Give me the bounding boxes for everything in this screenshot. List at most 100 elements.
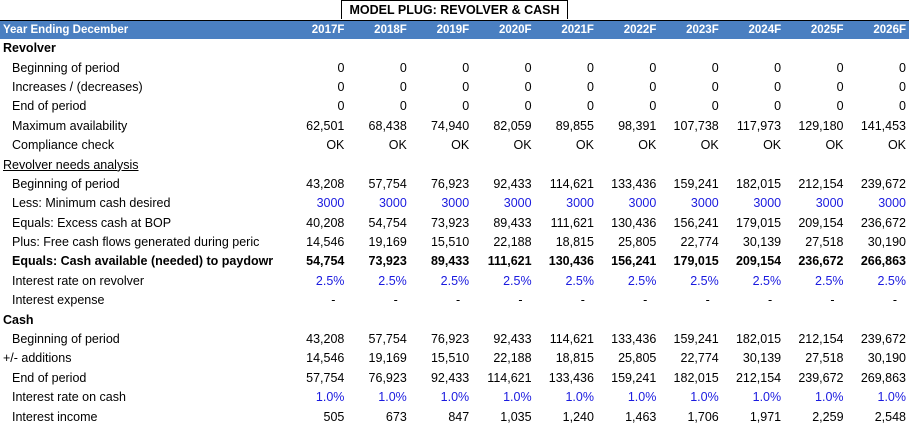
cell-value: 92,433 xyxy=(493,332,532,347)
row-label: Plus: Free cash flows generated during p… xyxy=(12,235,260,250)
cell-value: 22,188 xyxy=(493,351,532,366)
cell-value: 62,501 xyxy=(306,118,345,133)
cell-value: 0 xyxy=(774,79,782,94)
cell-value: 2.5% xyxy=(690,273,719,288)
header-row: Year Ending December 2017F 2018F 2019F 2020… xyxy=(0,20,909,39)
cell-value: OK xyxy=(825,138,844,153)
cell-value: 114,621 xyxy=(549,332,594,347)
cell-value: 212,154 xyxy=(798,176,844,191)
cell-value: 2.5% xyxy=(440,273,470,288)
cell-value: 3000 xyxy=(628,196,657,211)
year-header: 2024F xyxy=(721,20,785,39)
row-label: Interest income xyxy=(12,409,98,424)
cell-value: 89,433 xyxy=(493,215,532,230)
cell-value: 2.5% xyxy=(315,273,345,288)
cell-value: 117,973 xyxy=(736,118,782,133)
cell-value: 266,863 xyxy=(860,254,906,269)
cell-value: 847 xyxy=(448,409,470,424)
cell-value: 0 xyxy=(649,99,657,114)
cell-value: 1.0% xyxy=(627,390,657,405)
cell-value: 1,463 xyxy=(625,409,657,424)
cell-value: OK xyxy=(513,138,532,153)
cell-value: 0 xyxy=(462,60,470,75)
row: Beginning of period 43,208 57,754 76,923 92,… xyxy=(0,175,909,194)
cell-value: 1.0% xyxy=(565,390,594,405)
cell-value: 1.0% xyxy=(690,390,719,405)
cell-value: 0 xyxy=(774,60,782,75)
cell-value: 269,863 xyxy=(860,370,906,385)
cell-value: 27,518 xyxy=(805,235,844,250)
cell-value: 159,241 xyxy=(611,370,657,385)
cell-value: 1,971 xyxy=(749,409,782,424)
cell-value: 156,241 xyxy=(611,254,657,269)
cell-value: 1.0% xyxy=(440,390,470,405)
cell-value: 129,180 xyxy=(798,118,844,133)
cell-value: 3000 xyxy=(878,196,906,211)
row-label: Equals: Cash available (needed) to paydo… xyxy=(12,254,274,269)
cell-value: 0 xyxy=(836,60,844,75)
row: Beginning of period 0 0 0 0 0 0 0 0 0 0 xyxy=(0,58,909,77)
empty-cells xyxy=(285,310,909,329)
cell-value: 2.5% xyxy=(627,273,657,288)
row-label: Equals: Excess cash at BOP xyxy=(12,215,172,230)
year-header: 2019F xyxy=(409,20,473,39)
cell-value: 1.0% xyxy=(503,390,532,405)
cell-value: 182,015 xyxy=(735,176,782,191)
row: Compliance check OK OK OK OK OK OK OK OK OK OK xyxy=(0,136,909,155)
row: Beginning of period 43,208 57,754 76,923 92,… xyxy=(0,330,909,349)
cell-value: 141,453 xyxy=(860,118,906,133)
cell-value: 3000 xyxy=(566,196,594,211)
cell-value: 0 xyxy=(337,79,345,94)
cell-value: 82,059 xyxy=(493,118,532,133)
cell-value: 1,706 xyxy=(687,409,719,424)
cell-value: 130,436 xyxy=(611,215,657,230)
cell-value: 76,923 xyxy=(430,332,470,347)
row-label: Interest rate on revolver xyxy=(12,273,145,288)
cell-value: - xyxy=(830,293,835,308)
cell-value: 2.5% xyxy=(877,273,907,288)
cell-value: 1,240 xyxy=(562,409,594,424)
cell-value: 156,241 xyxy=(673,215,719,230)
cell-value: - xyxy=(518,293,523,308)
cell-value: 0 xyxy=(524,99,532,114)
cell-value: 30,139 xyxy=(742,235,782,250)
cell-value: 212,154 xyxy=(798,332,844,347)
cell-value: 0 xyxy=(899,79,906,94)
cell-value: 3000 xyxy=(690,196,719,211)
cell-value: - xyxy=(580,293,585,308)
cell-value: - xyxy=(331,293,336,308)
cell-value: 25,805 xyxy=(618,235,657,250)
row-label: Beginning of period xyxy=(12,176,120,191)
cell-value: 57,754 xyxy=(368,176,407,191)
row-label: Maximum availability xyxy=(12,118,128,133)
cell-value: 0 xyxy=(399,99,407,114)
cell-value: 182,015 xyxy=(673,370,719,385)
row-label: Compliance check xyxy=(12,138,115,153)
cell-value: - xyxy=(767,293,773,308)
cell-value: 239,672 xyxy=(860,176,906,191)
cell-value: 133,436 xyxy=(548,370,594,385)
cell-value: 3000 xyxy=(503,196,532,211)
row-label: Revolver xyxy=(3,41,56,56)
title-row: MODEL PLUG: REVOLVER & CASH xyxy=(0,0,909,21)
cell-value: 133,436 xyxy=(611,332,657,347)
cell-value: 30,190 xyxy=(867,351,906,366)
cell-value: - xyxy=(892,293,897,308)
cell-value: 76,923 xyxy=(430,176,470,191)
cell-value: 18,815 xyxy=(555,351,594,366)
row: Revolver needs analysis xyxy=(0,155,909,174)
cell-value: 1.0% xyxy=(315,390,345,405)
cell-value: 15,510 xyxy=(430,235,470,250)
year-header: 2022F xyxy=(596,20,660,39)
cell-value: 3000 xyxy=(441,196,470,211)
cell-value: 0 xyxy=(462,99,470,114)
cell-value: 73,923 xyxy=(368,254,407,269)
cell-value: 0 xyxy=(711,79,719,94)
cell-value: 0 xyxy=(711,99,719,114)
cell-value: 54,754 xyxy=(368,215,407,230)
cell-value: 15,510 xyxy=(430,351,470,366)
row-label: Interest rate on cash xyxy=(12,390,126,405)
row: Interest expense - - - - - - - - - - xyxy=(0,291,909,310)
row: Maximum availability 62,501 68,438 74,940 82… xyxy=(0,117,909,136)
